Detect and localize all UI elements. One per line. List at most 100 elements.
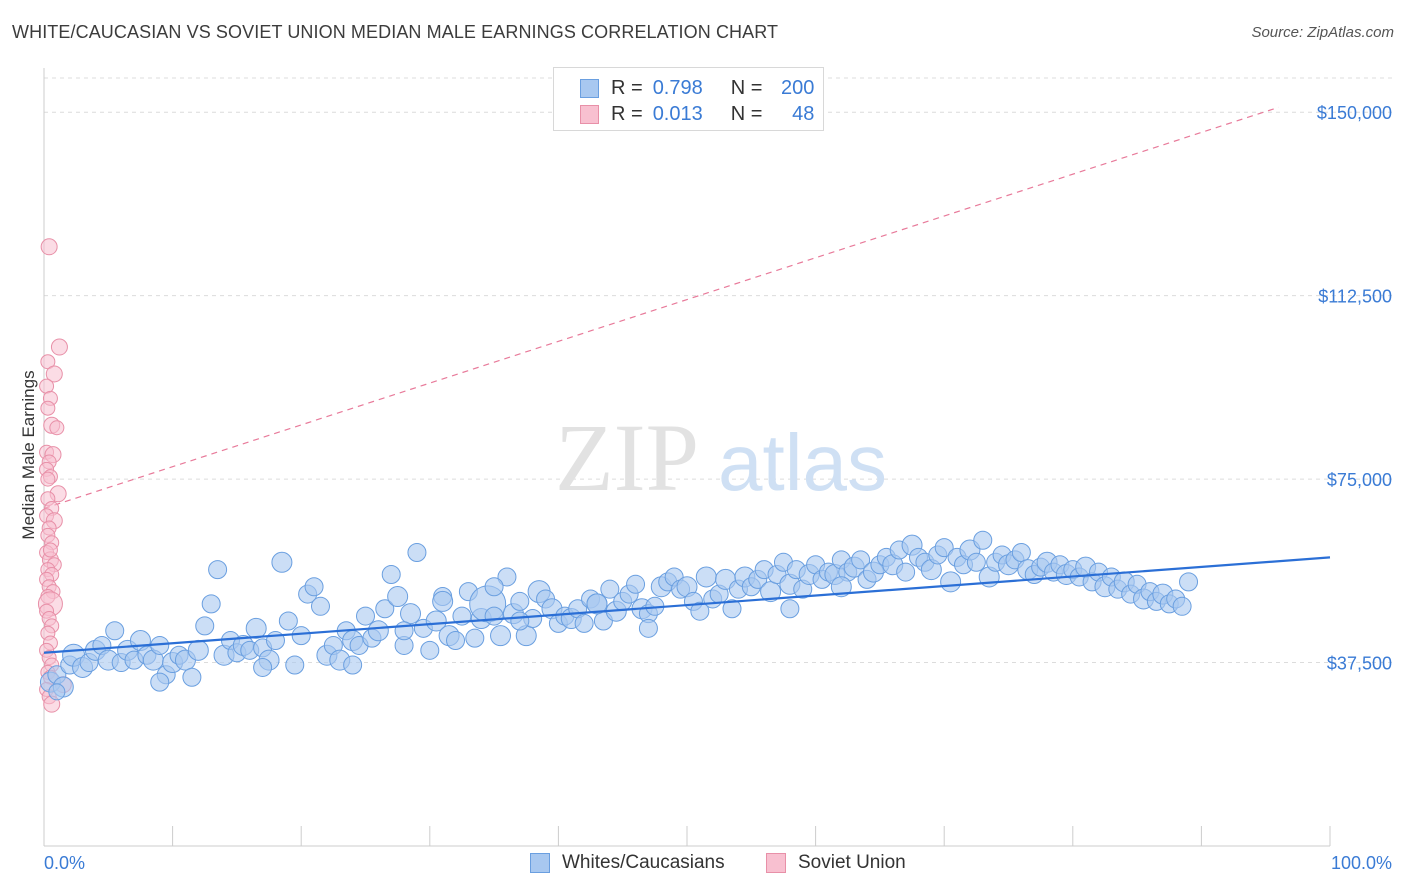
whites-caucasians-point	[432, 590, 454, 612]
whites-caucasians-point	[690, 601, 710, 621]
whites-caucasians-point	[966, 552, 986, 572]
whites-caucasians-point	[940, 571, 962, 593]
soviet-union-trend-line	[43, 106, 1279, 510]
legend-swatch-soviet	[766, 853, 786, 873]
whites-caucasians-point	[356, 606, 375, 626]
watermark: ZIP atlas	[555, 404, 887, 511]
n-value: 48	[792, 102, 815, 125]
y-tick-label: $75,000	[1327, 470, 1392, 490]
whites-caucasians-point	[387, 586, 409, 608]
chart-title: WHITE/CAUCASIAN VS SOVIET UNION MEDIAN M…	[12, 22, 779, 42]
whites-caucasians-point	[586, 593, 608, 615]
whites-caucasians-point	[195, 616, 215, 636]
legend-item-soviet[interactable]: Soviet Union	[766, 852, 906, 874]
series-legend: Whites/Caucasians Soviet Union	[0, 852, 1406, 878]
whites-caucasians-point	[343, 655, 363, 675]
source-label: Source: ZipAtlas.com	[1251, 24, 1394, 41]
r-value: 0.013	[652, 102, 703, 125]
whites-caucasians-point	[465, 628, 485, 648]
whites-caucasians-point	[105, 621, 125, 641]
whites-caucasians-point	[626, 574, 646, 594]
whites-caucasians-point	[304, 577, 324, 597]
swatch-whites	[580, 78, 599, 98]
legend-item-whites[interactable]: Whites/Caucasians	[530, 852, 725, 874]
axes	[43, 68, 1331, 847]
whites-caucasians-point	[490, 625, 512, 647]
whites-caucasians-point	[851, 550, 871, 570]
swatch-soviet	[580, 104, 599, 124]
whites-caucasians-point	[367, 620, 389, 642]
whites-caucasians-point	[253, 657, 273, 677]
whites-caucasians-point	[208, 560, 228, 580]
whites-caucasians-point	[48, 683, 66, 701]
whites-caucasians-point	[400, 603, 422, 625]
whites-caucasians-point	[407, 542, 427, 562]
whites-caucasians-point	[484, 577, 504, 597]
whites-caucasians-point	[510, 591, 530, 611]
n-label: N =	[730, 76, 763, 99]
whites-caucasians-point	[187, 639, 209, 661]
y-tick-label: $37,500	[1327, 654, 1392, 674]
soviet-union-point	[45, 365, 63, 383]
whites-caucasians-point	[182, 667, 202, 687]
r-label: R =	[611, 76, 643, 99]
whites-caucasians-points	[39, 530, 1199, 701]
whites-caucasians-point	[271, 551, 293, 573]
whites-caucasians-point	[1011, 542, 1031, 562]
whites-caucasians-point	[375, 599, 395, 619]
soviet-union-point	[40, 400, 56, 416]
whites-caucasians-point	[201, 594, 221, 614]
whites-caucasians-point	[420, 640, 440, 660]
y-tick-label: $150,000	[1317, 103, 1392, 123]
soviet-union-point	[40, 471, 56, 487]
stats-row-whites: R = 0.798 N = 200	[580, 76, 814, 100]
y-tick-label: $112,500	[1318, 287, 1392, 307]
whites-caucasians-point	[695, 566, 717, 588]
legend-label-whites: Whites/Caucasians	[562, 852, 725, 873]
whites-caucasians-trend	[43, 556, 1331, 654]
whites-caucasians-point	[446, 631, 466, 651]
whites-caucasians-point	[638, 618, 658, 638]
whites-caucasians-point	[973, 530, 993, 550]
whites-caucasians-point	[780, 599, 800, 619]
whites-caucasians-point	[600, 579, 620, 599]
whites-caucasians-point	[574, 613, 594, 633]
watermark-atlas: atlas	[718, 418, 887, 507]
r-value: 0.798	[652, 76, 703, 99]
whites-caucasians-point	[285, 655, 305, 675]
whites-caucasians-point	[722, 599, 742, 619]
whites-caucasians-point	[150, 672, 170, 692]
whites-caucasians-point	[1172, 596, 1192, 616]
whites-caucasians-point	[291, 626, 311, 646]
whites-caucasians-point	[245, 617, 267, 639]
soviet-union-point	[50, 338, 68, 356]
whites-caucasians-point	[760, 581, 782, 603]
whites-caucasians-point	[896, 562, 916, 582]
legend-swatch-whites	[530, 853, 550, 873]
tick-labels: $37,500 $75,000 $112,500 $150,000 0.0% 100.0%	[44, 103, 1392, 873]
whites-caucasians-point	[1179, 572, 1199, 592]
whites-caucasians-point	[510, 611, 530, 631]
whites-caucasians-point	[310, 596, 330, 616]
x-tick-label-min: 0.0%	[44, 853, 85, 873]
legend-label-soviet: Soviet Union	[798, 852, 906, 873]
whites-caucasians-trend-line	[43, 556, 1331, 654]
soviet-union-point	[42, 542, 58, 558]
n-label: N =	[730, 102, 763, 125]
whites-caucasians-point	[497, 567, 517, 587]
whites-caucasians-point	[830, 576, 852, 598]
y-axis-label: Median Male Earnings	[19, 370, 38, 539]
whites-caucasians-point	[934, 538, 954, 558]
soviet-union-point	[49, 420, 65, 436]
whites-caucasians-point	[425, 610, 447, 632]
stats-legend: R = 0.798 N = 200 R = 0.013 N = 48	[553, 67, 824, 131]
whites-caucasians-point	[484, 606, 504, 626]
r-label: R =	[611, 102, 643, 125]
n-value: 200	[781, 76, 815, 99]
watermark-zip: ZIP	[555, 404, 699, 511]
whites-caucasians-point	[381, 565, 401, 585]
stats-row-soviet: R = 0.013 N = 48	[580, 102, 814, 126]
soviet-union-points	[37, 238, 72, 713]
soviet-union-point	[40, 238, 58, 256]
